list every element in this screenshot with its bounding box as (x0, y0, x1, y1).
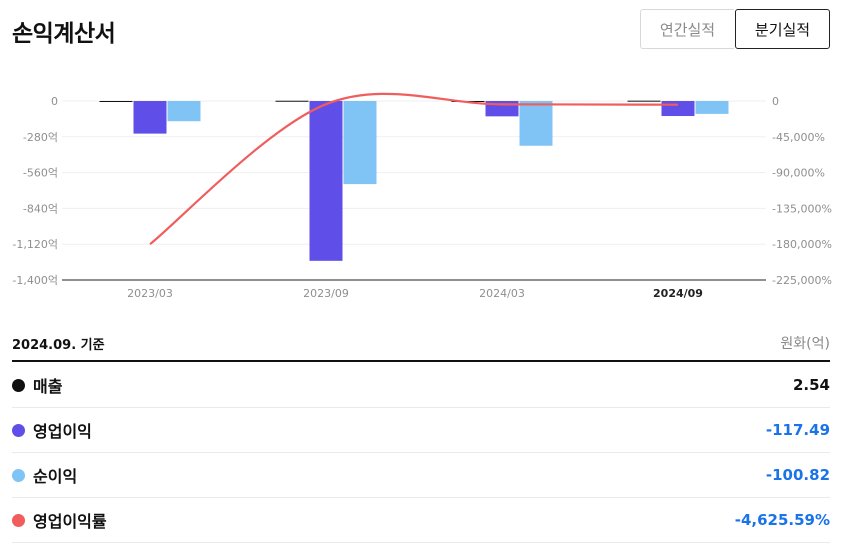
right-axis-tick: -45,000% (772, 131, 825, 144)
series-line-영업이익률 (149, 92, 679, 246)
summary-row-operating-profit: 영업이익 -117.49 (12, 408, 830, 453)
legend-dot (12, 423, 25, 437)
right-axis-tick: -180,000% (772, 238, 832, 251)
row-value: -4,625.59% (734, 511, 830, 529)
x-axis-tick: 2023/09 (303, 287, 349, 300)
left-axis-tick: -560억 (23, 167, 58, 180)
bar-순이익 (695, 101, 729, 114)
bar-영업이익 (661, 101, 695, 117)
left-axis-tick: -1,400억 (12, 274, 58, 287)
right-axis-tick: 0 (772, 95, 779, 108)
bar-영업이익 (309, 101, 343, 261)
legend-dot (12, 468, 25, 482)
left-axis-tick: 0 (51, 95, 58, 108)
row-value: -117.49 (765, 421, 830, 439)
summary-row-operating-margin: 영업이익률 -4,625.59% (12, 498, 830, 543)
left-axis-tick: -840억 (23, 202, 58, 215)
annual-results-toggle[interactable]: 연간실적 (640, 9, 734, 49)
bar-영업이익 (133, 101, 167, 134)
row-value: -100.82 (765, 466, 830, 484)
row-value: 2.54 (792, 376, 830, 394)
page-title: 손익계산서 (12, 21, 116, 47)
income-statement-chart: 0 0 -280억 -45,000% -560억 -90,000% -840억 -135,00… (12, 92, 832, 300)
table-top-divider (12, 360, 830, 362)
right-axis-tick: -90,000% (772, 167, 825, 180)
bar-매출 (275, 100, 309, 102)
x-axis-tick: 2023/03 (127, 287, 173, 300)
x-axis-tick: 2024/03 (479, 287, 525, 300)
legend-dot (12, 513, 25, 527)
right-axis-tick: -225,000% (772, 274, 832, 287)
left-axis-tick: -1,120억 (12, 238, 58, 251)
row-label: 영업이익률 (33, 512, 107, 531)
bar-매출 (627, 100, 661, 102)
legend-dot (12, 378, 25, 392)
basis-date: 2024.09. 기준 (12, 338, 105, 353)
row-label: 순이익 (33, 467, 78, 486)
summary-row-revenue: 매출 2.54 (12, 363, 830, 408)
row-label: 매출 (33, 377, 63, 396)
bar-순이익 (167, 101, 201, 122)
row-label: 영업이익 (33, 422, 92, 441)
unit-label: 원화(억) (780, 336, 830, 352)
bar-순이익 (519, 101, 553, 146)
x-axis-tick: 2024/09 (653, 287, 703, 300)
right-axis-tick: -135,000% (772, 202, 832, 215)
summary-row-net-income: 순이익 -100.82 (12, 453, 830, 498)
quarterly-results-toggle[interactable]: 분기실적 (735, 9, 830, 49)
bar-순이익 (343, 101, 377, 185)
bar-매출 (99, 101, 133, 102)
left-axis-tick: -280억 (23, 131, 58, 144)
